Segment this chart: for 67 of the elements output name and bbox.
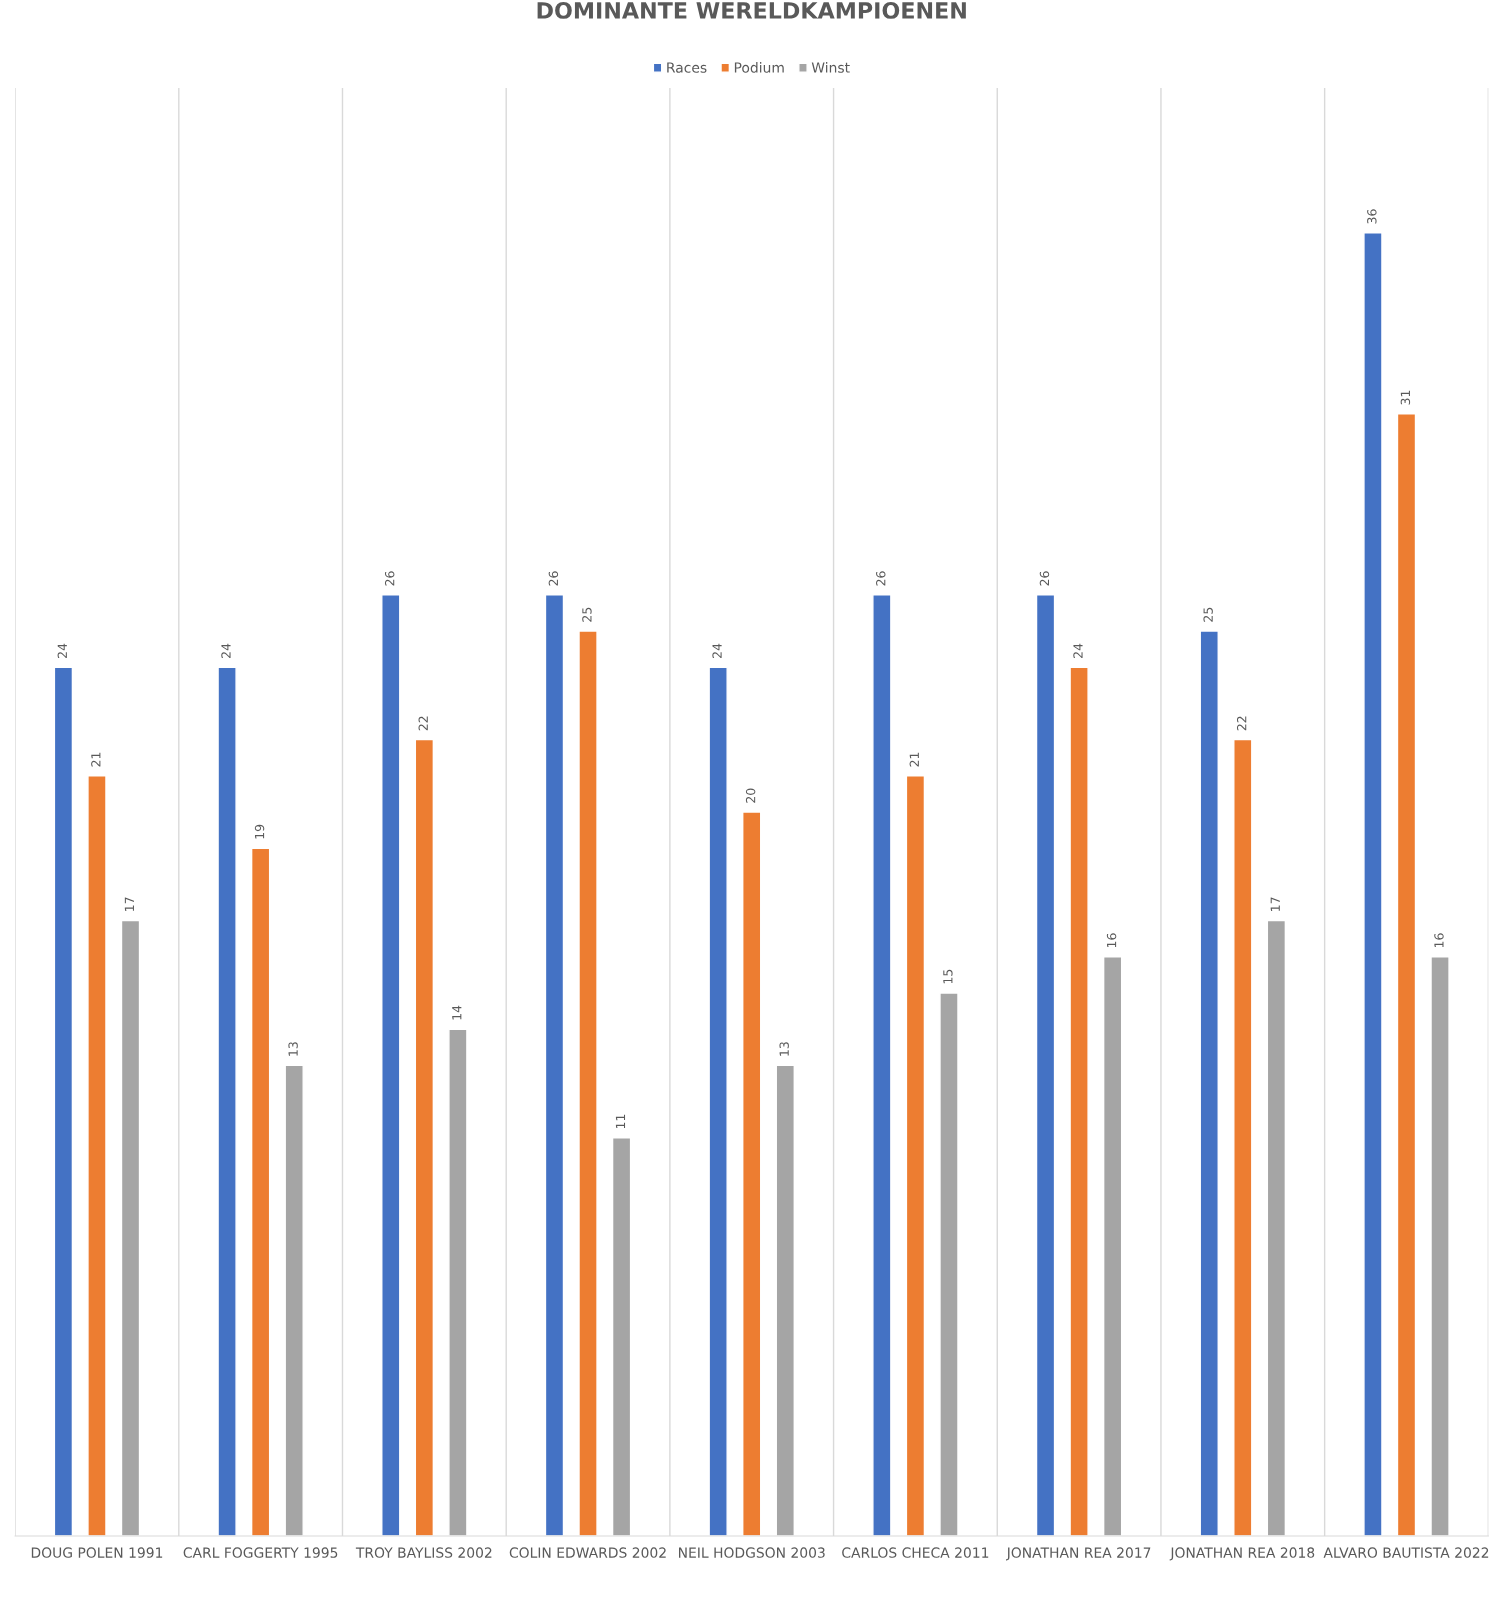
data-label: 13 [779,1042,789,1056]
bar [1233,738,1253,1536]
data-label: 31 [1400,390,1411,405]
x-tick-label: ALVARO BAUTISTA 2022 [1323,1547,1489,1558]
x-tick-label: CARL FOGGERTY 1995 [183,1547,338,1558]
bar [872,594,892,1536]
data-label: 25 [582,607,592,622]
bar [1430,956,1450,1536]
data-label: 24 [1073,643,1083,658]
bar [939,992,959,1536]
bar [611,1137,632,1536]
data-label: 24 [221,643,231,658]
data-label: 22 [418,716,428,731]
bar [544,594,565,1536]
data-label: 17 [124,897,134,911]
bar [1069,666,1089,1536]
bar [1266,919,1287,1536]
x-tick-label: DOUG POLEN 1991 [31,1547,163,1558]
bar [1396,413,1417,1536]
bar [578,630,598,1536]
data-label: 26 [876,571,886,586]
bar [1035,594,1056,1536]
bar [742,811,762,1536]
data-label: 22 [1236,716,1247,731]
data-label: 20 [745,788,756,803]
chart-title: DOMINANTE WERELDKAMPIOENEN [537,2,966,19]
bar [708,666,728,1536]
bar [381,594,401,1536]
x-tick-label: CARLOS CHECA 2011 [842,1547,989,1558]
data-label: 26 [384,571,395,586]
bar [1363,232,1383,1536]
data-label: 16 [1106,933,1117,948]
data-label: 19 [254,824,265,839]
bar [250,847,271,1536]
data-label: 15 [943,969,953,984]
data-label: 25 [1203,607,1213,622]
bar [414,738,435,1536]
legend-label: Podium [734,62,784,73]
bar [775,1064,795,1536]
legend-label: Winst [811,62,850,73]
bar [87,775,107,1536]
x-tick-label: NEIL HODGSON 2003 [679,1547,825,1558]
data-label: 24 [57,643,67,658]
data-label: 17 [1270,897,1280,911]
data-label: 14 [452,1005,462,1020]
bar [217,666,237,1536]
legend-label: Races [667,62,707,73]
bar [120,919,141,1536]
data-label: 13 [288,1042,298,1056]
x-tick-label: TROY BAYLISS 2002 [355,1547,492,1558]
x-tick-label: JONATHAN REA 2017 [1006,1547,1151,1561]
data-label: 24 [712,643,722,658]
data-label: 36 [1367,209,1377,224]
bar [448,1028,468,1536]
bar [1199,630,1219,1536]
data-label: 11 [615,1114,626,1129]
data-label: 21 [91,752,101,767]
x-tick-label: JONATHAN REA 2018 [1169,1547,1315,1561]
data-label: 21 [909,752,919,767]
bar [53,666,74,1536]
data-label: 26 [1039,571,1050,586]
x-tick-label: COLIN EDWARDS 2002 [509,1547,666,1558]
data-label: 26 [548,571,559,586]
bar [284,1064,304,1536]
data-label: 16 [1434,933,1444,948]
bar [1102,956,1123,1536]
bar [905,775,926,1536]
